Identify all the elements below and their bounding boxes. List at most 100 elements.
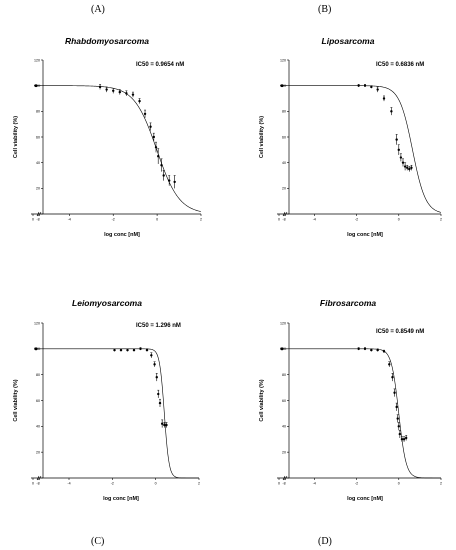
- x-tick-label: -2: [111, 482, 114, 486]
- y-tick-label: 20: [282, 450, 286, 454]
- data-point: [376, 348, 379, 352]
- data-point: [160, 422, 164, 425]
- data-point: [403, 165, 407, 168]
- data-point: [408, 167, 411, 171]
- x-axis-label: log conc [nM]: [103, 496, 139, 502]
- y-tick-label: 20: [36, 450, 40, 454]
- data-point: [382, 350, 386, 353]
- ic50-annotation: IC50 = 0.9654 nM: [136, 62, 184, 68]
- data-point: [398, 432, 402, 436]
- data-point: [388, 363, 391, 366]
- data-point: [143, 112, 147, 116]
- data-point: [382, 97, 386, 100]
- x-break-tick-label: -8: [36, 482, 39, 486]
- x-break-tick-label: -8: [36, 218, 39, 222]
- x-tick-label: 0: [156, 218, 158, 222]
- data-point: [155, 376, 158, 379]
- y-tick-label: 40: [282, 425, 286, 429]
- y-tick-label: 40: [36, 161, 40, 165]
- data-point: [150, 354, 153, 357]
- data-point: [376, 88, 379, 91]
- y-tick-label: 0: [284, 476, 286, 480]
- data-point: [160, 164, 163, 167]
- y-axis-label: Cell viability (%): [259, 116, 265, 158]
- x-break-tick-label: 0: [278, 218, 280, 222]
- data-point: [393, 391, 396, 394]
- chart-title: Liposarcoma: [322, 36, 375, 46]
- y-tick-label: 60: [282, 135, 286, 139]
- data-point: [397, 425, 400, 428]
- data-point: [112, 89, 115, 93]
- data-point: [395, 405, 398, 409]
- y-tick-label: 40: [36, 425, 40, 429]
- figure-label-a: (A): [91, 4, 105, 15]
- ic50-annotation: IC50 = 0.6836 nM: [376, 62, 424, 68]
- x-tick-label: -2: [355, 218, 358, 222]
- data-point: [395, 138, 398, 141]
- data-point: [138, 99, 141, 103]
- x-tick-label: -2: [112, 218, 115, 222]
- y-tick-label: 60: [282, 399, 286, 403]
- ic50-annotation: IC50 = 0.8549 nM: [376, 329, 424, 335]
- data-point: [139, 347, 142, 351]
- y-tick-label: 80: [282, 373, 286, 377]
- control-point: [280, 347, 284, 351]
- y-tick-label: 60: [36, 399, 40, 403]
- data-point: [404, 436, 408, 440]
- data-point: [149, 125, 152, 128]
- y-tick-label: 60: [36, 135, 40, 139]
- data-point: [118, 90, 122, 94]
- x-tick-label: -4: [313, 218, 316, 222]
- x-break-tick-label: 0: [32, 218, 34, 222]
- x-tick-label: -4: [313, 482, 316, 486]
- x-break-tick-label: 0: [32, 482, 34, 486]
- y-tick-label: 80: [36, 373, 40, 377]
- data-point: [145, 348, 149, 352]
- fit-curve: [43, 348, 199, 479]
- control-point: [280, 84, 284, 88]
- x-tick-label: 2: [440, 482, 442, 486]
- data-point: [399, 156, 403, 159]
- data-point: [162, 174, 165, 177]
- x-tick-label: 2: [440, 218, 442, 222]
- data-point: [165, 423, 168, 427]
- x-break-tick-label: -8: [282, 218, 285, 222]
- data-point: [370, 85, 373, 89]
- x-axis-label: log conc [nM]: [347, 232, 383, 238]
- x-break-tick-label: 0: [278, 482, 280, 486]
- data-point: [119, 348, 123, 352]
- y-tick-label: 20: [36, 187, 40, 191]
- data-point: [357, 84, 360, 87]
- x-axis-label: log conc [nM]: [347, 496, 383, 502]
- data-point: [158, 401, 162, 405]
- data-point: [131, 93, 135, 96]
- y-axis-label: Cell viability (%): [13, 116, 19, 158]
- data-point: [154, 146, 158, 149]
- data-point: [357, 347, 360, 351]
- data-point: [391, 376, 394, 379]
- figure-label-b: (B): [318, 4, 332, 15]
- data-point: [400, 438, 404, 441]
- y-tick-label: 80: [282, 110, 286, 114]
- chart-title: Rhabdomyosarcoma: [65, 36, 149, 46]
- data-point: [397, 148, 400, 152]
- data-point: [113, 348, 116, 352]
- data-point: [363, 347, 367, 351]
- data-point: [410, 166, 413, 169]
- data-point: [363, 84, 367, 87]
- data-point: [125, 92, 128, 95]
- y-axis-label: Cell viability (%): [13, 379, 19, 421]
- data-point: [163, 423, 166, 427]
- data-point: [401, 161, 405, 164]
- data-point: [105, 88, 108, 91]
- y-tick-label: 120: [34, 58, 40, 62]
- fit-curve: [43, 85, 202, 212]
- y-tick-label: 120: [280, 321, 286, 325]
- data-point: [173, 180, 176, 184]
- y-tick-label: 0: [284, 212, 286, 216]
- figure-label-d: (D): [318, 536, 332, 547]
- x-tick-label: 2: [198, 482, 200, 486]
